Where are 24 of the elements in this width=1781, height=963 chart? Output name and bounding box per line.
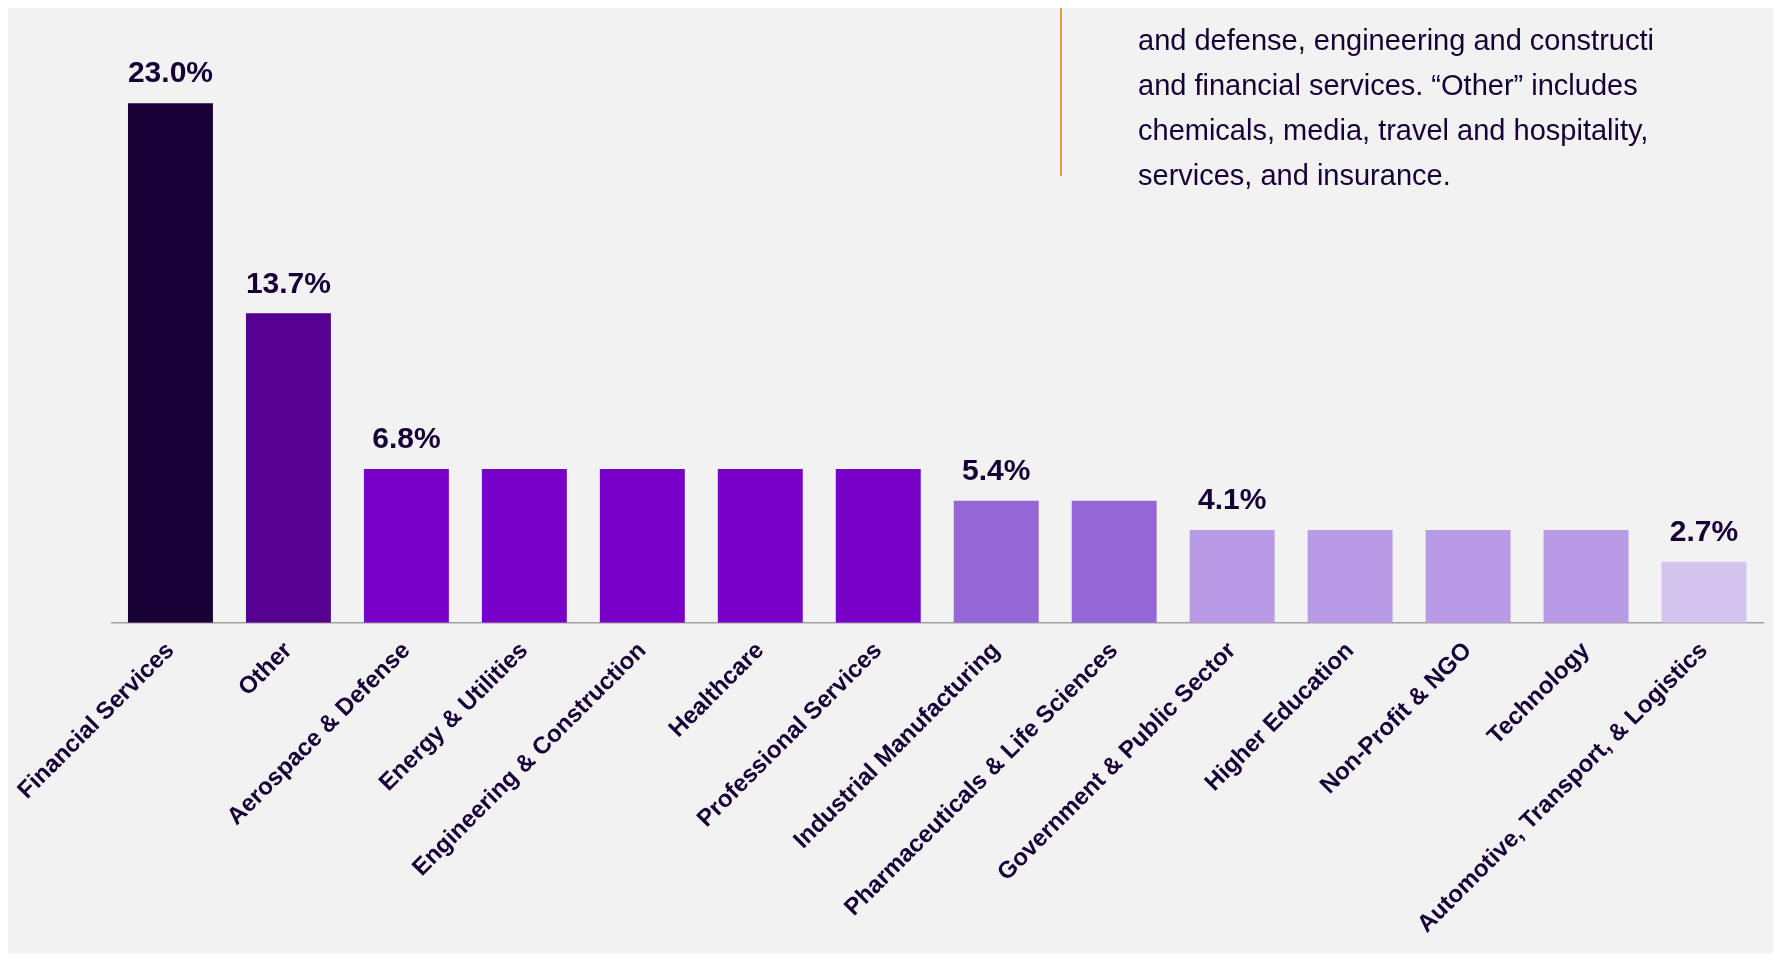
bar — [717, 469, 803, 623]
bar — [835, 469, 921, 623]
data-label: 6.8% — [372, 421, 441, 455]
bar — [599, 469, 685, 623]
text: and defense, engineering and constructi — [1138, 23, 1654, 58]
bar — [1307, 530, 1393, 623]
text: and financial services. “Other” includes — [1138, 68, 1639, 103]
bar — [363, 469, 449, 623]
data-label: 5.4% — [962, 453, 1031, 486]
annotation: services, and insurance. — [1138, 158, 1452, 193]
bar — [245, 313, 331, 623]
data-label: 13.7% — [245, 265, 331, 299]
bar — [1189, 530, 1275, 623]
bar — [1543, 530, 1629, 623]
data-label: 2.7% — [1669, 513, 1739, 547]
data-label: 4.1% — [1197, 482, 1267, 516]
bar — [953, 500, 1039, 623]
bar — [481, 469, 567, 623]
bar — [127, 103, 213, 623]
bar — [1071, 500, 1157, 623]
bar — [1425, 530, 1511, 623]
annotation: chemicals, media, travel and hospitality, — [1138, 113, 1650, 148]
bar — [1661, 561, 1747, 623]
data-label: 23.0% — [127, 55, 213, 89]
